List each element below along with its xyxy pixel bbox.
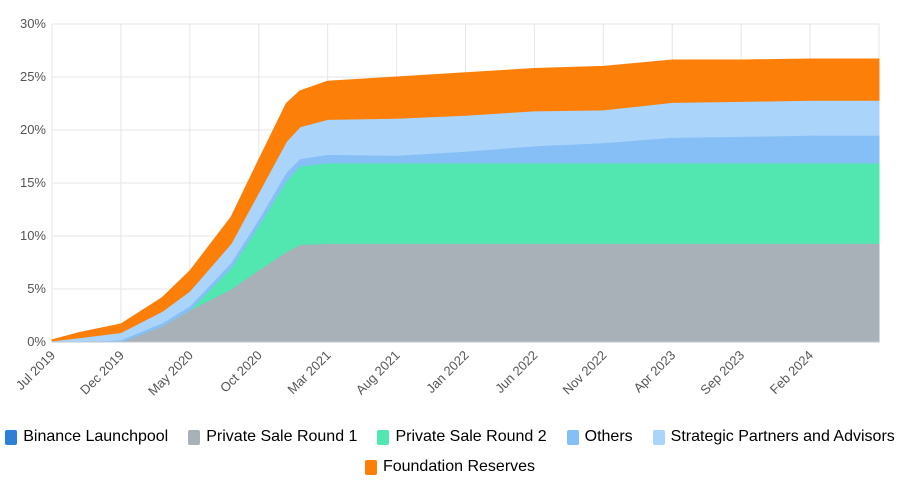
legend-label: Private Sale Round 2	[395, 428, 547, 445]
legend-swatch	[364, 459, 377, 475]
x-tick-label: May 2020	[145, 348, 196, 399]
x-tick-label: Apr 2023	[630, 348, 678, 396]
legend-swatch	[188, 429, 201, 445]
legend-item-foundation-reserves[interactable]: Foundation Reserves	[364, 458, 536, 476]
y-tick-label: 10%	[20, 228, 46, 243]
chart-legend-row-1: Binance Launchpool Private Sale Round 1 …	[0, 428, 900, 446]
y-tick-label: 0%	[27, 334, 46, 349]
x-tick-label: Oct 2020	[217, 348, 265, 396]
x-tick-label: Jan 2022	[423, 348, 471, 396]
y-tick-label: 15%	[20, 175, 46, 190]
y-tick-label: 30%	[20, 16, 46, 31]
x-tick-label: Dec 2019	[77, 348, 127, 398]
x-tick-label: Sep 2023	[697, 348, 747, 398]
legend-swatch	[5, 429, 18, 445]
legend-item-others[interactable]: Others	[566, 428, 633, 446]
x-tick-label: Mar 2021	[284, 348, 333, 397]
y-tick-label: 5%	[27, 281, 46, 296]
legend-item-private-sale-round-1[interactable]: Private Sale Round 1	[188, 428, 357, 446]
legend-swatch	[652, 429, 665, 445]
x-tick-label: Feb 2024	[767, 348, 816, 397]
x-tick-label: Nov 2022	[559, 348, 609, 398]
legend-swatch	[566, 429, 579, 445]
legend-label: Binance Launchpool	[23, 428, 169, 445]
legend-label: Foundation Reserves	[382, 458, 536, 475]
x-tick-label: Jun 2022	[492, 348, 540, 396]
area-series-foundation-reserves	[51, 58, 880, 342]
x-tick-label: Aug 2021	[353, 348, 403, 398]
legend-item-strategic-partners-and-advisors[interactable]: Strategic Partners and Advisors	[652, 428, 895, 446]
chart-legend-row-2: Foundation Reserves	[0, 458, 900, 476]
chart-areas	[51, 58, 880, 343]
legend-label: Private Sale Round 1	[206, 428, 358, 445]
legend-label: Strategic Partners and Advisors	[670, 428, 895, 445]
stacked-area-chart: 0% 5% 10% 15% 20% 25% 30% Jul 2019 Dec 2019 May 2…	[13, 16, 880, 399]
legend-item-binance-launchpool[interactable]: Binance Launchpool	[5, 428, 168, 446]
y-tick-label: 25%	[20, 69, 46, 84]
legend-swatch	[377, 429, 390, 445]
legend-label: Others	[584, 428, 633, 445]
x-tick-label: Jul 2019	[13, 348, 58, 393]
y-tick-label: 20%	[20, 122, 46, 137]
legend-item-private-sale-round-2[interactable]: Private Sale Round 2	[377, 428, 547, 446]
